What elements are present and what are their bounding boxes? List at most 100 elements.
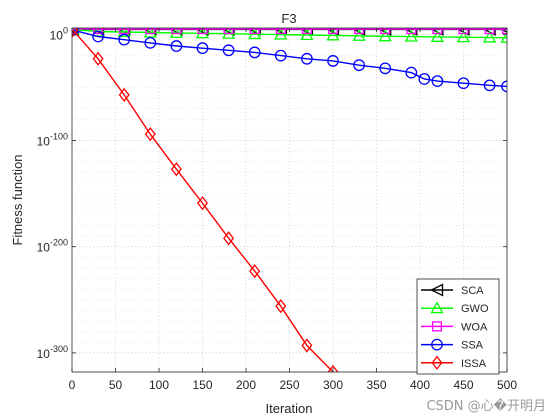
legend-entry-sca: SCA xyxy=(421,283,484,297)
data-point-issa xyxy=(223,231,235,246)
x-tick-label: 50 xyxy=(109,378,123,392)
legend-marker xyxy=(430,283,444,297)
data-point-ssa xyxy=(92,30,104,43)
data-point-woa xyxy=(432,28,443,35)
chart-title: F3 xyxy=(281,11,296,26)
data-point-ssa xyxy=(379,62,392,75)
x-tick-label: 350 xyxy=(366,378,386,392)
data-point-woa xyxy=(275,28,286,35)
x-tick-label: 400 xyxy=(410,378,430,392)
legend-label: GWO xyxy=(461,303,489,315)
data-point-gwo xyxy=(143,28,157,38)
legend-entry-ssa: SSA xyxy=(421,338,484,352)
data-point-ssa xyxy=(418,73,431,85)
data-point-woa xyxy=(301,28,312,35)
x-axis-label: Iteration xyxy=(266,401,313,416)
series-issa xyxy=(72,28,339,372)
data-point-issa xyxy=(92,51,104,66)
data-point-woa xyxy=(406,28,417,35)
data-point-issa xyxy=(170,162,182,177)
data-point-issa xyxy=(197,196,208,211)
x-tick-label: 500 xyxy=(497,378,517,392)
y-tick-label: 10-300 xyxy=(37,344,68,361)
x-tick-labels: 0 50 100 150 200 250 300 350 400 450 500 xyxy=(69,378,518,392)
axis-ticks xyxy=(71,28,508,372)
data-point-woa xyxy=(327,28,339,35)
y-tick-labels: 100 10-100 10-200 10-300 xyxy=(37,25,68,361)
data-point-woa xyxy=(197,28,208,35)
data-point-ssa xyxy=(248,46,261,59)
data-point-gwo xyxy=(482,30,497,43)
data-point-issa xyxy=(144,127,156,142)
data-point-woa xyxy=(93,28,104,35)
data-point-woa xyxy=(458,28,469,35)
data-point-gwo xyxy=(352,29,366,41)
data-point-issa xyxy=(275,299,287,314)
data-point-ssa xyxy=(118,33,131,46)
legend-marker xyxy=(431,338,443,351)
series-group xyxy=(72,28,507,372)
data-point-ssa xyxy=(170,40,183,52)
data-point-ssa xyxy=(353,59,365,72)
data-point-gwo xyxy=(404,29,418,42)
legend-marker xyxy=(431,321,443,332)
y-axis-label: Fitness function xyxy=(10,154,25,245)
legend: SCA GWO WOA SSA ISSA xyxy=(416,278,500,375)
data-point-ssa xyxy=(431,75,444,87)
y-tick-label: 100 xyxy=(50,25,68,42)
x-tick-label: 300 xyxy=(323,378,343,392)
series-ssa xyxy=(72,28,507,93)
data-point-gwo xyxy=(117,28,131,38)
series-line-issa xyxy=(72,29,334,372)
data-point-issa xyxy=(327,364,339,372)
legend-label: WOA xyxy=(461,321,488,333)
data-point-ssa xyxy=(144,36,157,49)
series-line-ssa xyxy=(72,29,507,88)
data-point-gwo xyxy=(500,30,507,43)
data-point-gwo xyxy=(326,28,340,41)
data-point-woa xyxy=(484,28,495,35)
data-point-woa xyxy=(501,28,507,35)
data-point-ssa xyxy=(405,66,418,79)
data-point-woa xyxy=(171,28,182,35)
data-point-gwo xyxy=(195,28,210,39)
data-point-ssa xyxy=(274,49,287,62)
x-tick-label: 250 xyxy=(279,378,299,392)
data-point-woa xyxy=(249,28,260,35)
legend-entry-woa: WOA xyxy=(421,321,488,333)
y-tick-label: 10-100 xyxy=(37,132,68,149)
x-tick-label: 150 xyxy=(192,378,212,392)
legend-label: SCA xyxy=(461,285,484,297)
x-tick-label: 450 xyxy=(453,378,473,392)
data-point-woa xyxy=(354,28,365,35)
x-tick-label: 0 xyxy=(69,378,76,392)
data-point-woa xyxy=(145,28,156,35)
data-point-issa xyxy=(249,264,261,279)
watermark: CSDN @心�开明月 xyxy=(426,399,546,414)
legend-label: ISSA xyxy=(461,358,487,370)
legend-marker xyxy=(431,355,443,370)
legend-label: SSA xyxy=(461,340,484,352)
data-point-woa xyxy=(380,28,391,35)
legend-entry-issa: ISSA xyxy=(421,355,487,370)
data-point-gwo xyxy=(430,30,445,42)
legend-marker xyxy=(430,301,444,314)
data-point-ssa xyxy=(457,77,470,90)
data-point-issa xyxy=(301,338,313,353)
data-point-gwo xyxy=(169,28,184,38)
data-point-ssa xyxy=(483,79,496,92)
data-point-gwo xyxy=(456,30,471,43)
x-tick-label: 200 xyxy=(236,378,256,392)
data-point-woa xyxy=(119,28,130,35)
minor-grid xyxy=(72,44,507,364)
data-point-ssa xyxy=(196,42,209,55)
data-point-gwo xyxy=(378,29,392,42)
data-point-ssa xyxy=(301,52,313,65)
series-woa xyxy=(72,28,507,35)
legend-entry-gwo: GWO xyxy=(421,301,489,315)
data-point-gwo xyxy=(300,28,314,41)
data-point-woa xyxy=(223,28,234,35)
data-point-ssa xyxy=(222,44,235,57)
data-point-issa xyxy=(118,87,130,103)
